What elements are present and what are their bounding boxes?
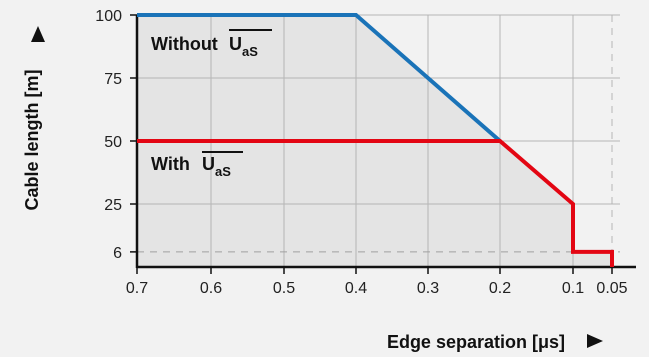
series-line-blue: [137, 13, 502, 143]
y-axis-arrow-icon: [31, 26, 45, 42]
x-tick-label: 0.4: [345, 280, 367, 297]
x-tick-label: 0.3: [417, 280, 439, 297]
x-tick-label: 0.1: [562, 280, 584, 297]
x-tick-label: 0.05: [596, 280, 627, 297]
annotation-with-main: With: [151, 154, 190, 174]
series-lines: [137, 13, 614, 267]
annotation-without-sub: aS: [242, 44, 258, 59]
x-tick-label: 0.5: [273, 280, 295, 297]
annotation-with-sub: aS: [215, 164, 231, 179]
y-tick-label: 25: [104, 197, 122, 214]
x-tick-label: 0.2: [489, 280, 511, 297]
y-tick-labels: 100 75 50 25 6: [95, 8, 137, 262]
annotation-without: Without U aS: [151, 29, 272, 59]
annotation-without-main: Without: [151, 34, 218, 54]
y-tick-label: 6: [113, 245, 122, 262]
annotation-with: With U aS: [151, 151, 243, 179]
annotation-with-u: U: [202, 154, 215, 174]
x-axis-title: Edge separation [μs]: [387, 332, 565, 352]
y-axis-title: Cable length [m]: [22, 69, 42, 210]
annotation-without-u: U: [229, 34, 242, 54]
y-axis-title-group: Cable length [m]: [22, 69, 42, 210]
series-line-red: [137, 139, 614, 267]
y-tick-label: 100: [95, 8, 122, 25]
x-tick-labels: 0.7 0.6 0.5 0.4 0.3 0.2 0.1 0.05: [126, 267, 628, 297]
x-axis-arrow-icon: [587, 334, 603, 348]
y-tick-label: 50: [104, 134, 122, 151]
x-tick-label: 0.6: [200, 280, 222, 297]
y-tick-label: 75: [104, 71, 122, 88]
x-tick-label: 0.7: [126, 280, 148, 297]
